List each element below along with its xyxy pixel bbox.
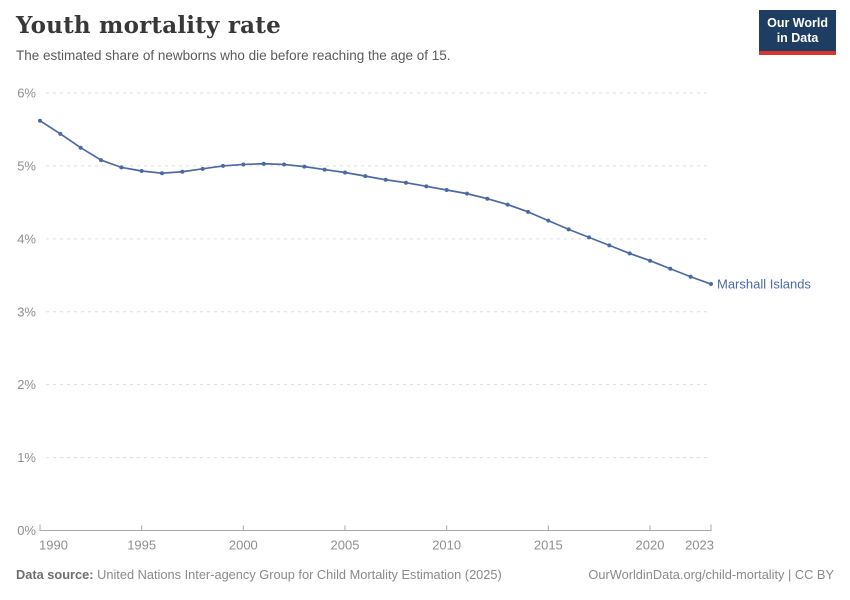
data-point-marker[interactable] [688,274,693,279]
chart-subtitle: The estimated share of newborns who die … [16,48,451,63]
data-source-note: Data source: United Nations Inter-agency… [16,567,502,582]
data-source-text: United Nations Inter-agency Group for Ch… [97,567,502,582]
data-point-marker[interactable] [546,218,551,223]
data-point-marker[interactable] [363,174,368,179]
x-axis-tick-label: 1995 [127,538,156,553]
data-point-marker[interactable] [404,180,408,185]
x-axis-line [39,524,712,531]
owid-url-link[interactable]: OurWorldinData.org/child-mortality | CC … [588,567,834,582]
data-point-marker[interactable] [526,209,530,214]
data-point-marker[interactable] [668,266,673,271]
y-axis-tick-label: 3% [17,304,36,319]
chart-footer: Data source: United Nations Inter-agency… [16,567,834,582]
y-axis-tick-label: 6% [17,86,36,101]
data-point-marker[interactable] [302,164,307,169]
series-entity-label[interactable]: Marshall Islands [717,277,811,292]
x-axis-tick-label: 2005 [331,538,360,553]
data-point-marker[interactable] [343,170,347,175]
data-point-marker[interactable] [38,118,42,123]
data-point-marker[interactable] [383,177,388,182]
owid-logo-line2: in Data [776,31,819,46]
data-point-marker[interactable] [505,202,510,207]
data-point-marker[interactable] [648,258,652,263]
owid-logo[interactable]: Our World in Data [759,10,836,55]
y-axis-tick-label: 4% [17,231,36,246]
data-source-label: Data source: [16,567,94,582]
x-axis-tick-label: 2023 [685,538,714,553]
page-title: Youth mortality rate [16,12,281,39]
y-axis-tick-label: 1% [17,450,36,465]
data-point-marker[interactable] [241,162,246,167]
data-point-marker[interactable] [119,165,124,170]
data-point-marker[interactable] [566,227,571,232]
x-axis-tick-label: 2015 [534,538,563,553]
data-point-marker[interactable] [160,171,164,176]
data-point-marker[interactable] [200,166,205,171]
data-point-marker[interactable] [139,169,144,174]
data-point-marker[interactable] [322,167,327,172]
series-line[interactable] [39,119,712,285]
data-point-marker[interactable] [627,251,632,256]
data-point-marker[interactable] [180,169,185,174]
data-point-marker[interactable] [78,145,83,150]
x-axis-tick-label: 1990 [39,538,68,553]
y-axis-tick-label: 2% [17,377,36,392]
data-point-marker[interactable] [444,187,449,192]
line-chart-svg[interactable]: 0% 1% 2% 3% 4% 5% 6% 1990 1995 2000 2005 2010 2015 20… [0,80,850,558]
data-point-marker[interactable] [58,131,63,136]
data-point-marker[interactable] [221,163,225,168]
data-point-marker[interactable] [607,243,612,248]
data-point-marker[interactable] [485,196,490,201]
chart-canvas[interactable]: 0% 1% 2% 3% 4% 5% 6% 1990 1995 2000 2005 2010 2015 20… [0,80,850,558]
data-point-marker[interactable] [587,235,591,240]
x-axis-tick-label: 2000 [229,538,258,553]
data-point-marker[interactable] [424,184,429,189]
data-point-marker[interactable] [261,161,266,166]
y-axis-tick-label: 5% [17,158,36,173]
data-point-marker[interactable] [99,158,103,163]
x-axis-tick-label: 2020 [636,538,665,553]
x-axis-tick-label: 2010 [432,538,461,553]
chart-header: Youth mortality rate The estimated share… [16,12,750,63]
y-axis-tick-label: 0% [17,523,36,538]
data-point-marker[interactable] [282,162,286,167]
data-point-marker[interactable] [709,282,713,287]
data-point-marker[interactable] [465,191,469,196]
owid-logo-line1: Our World [767,16,828,30]
